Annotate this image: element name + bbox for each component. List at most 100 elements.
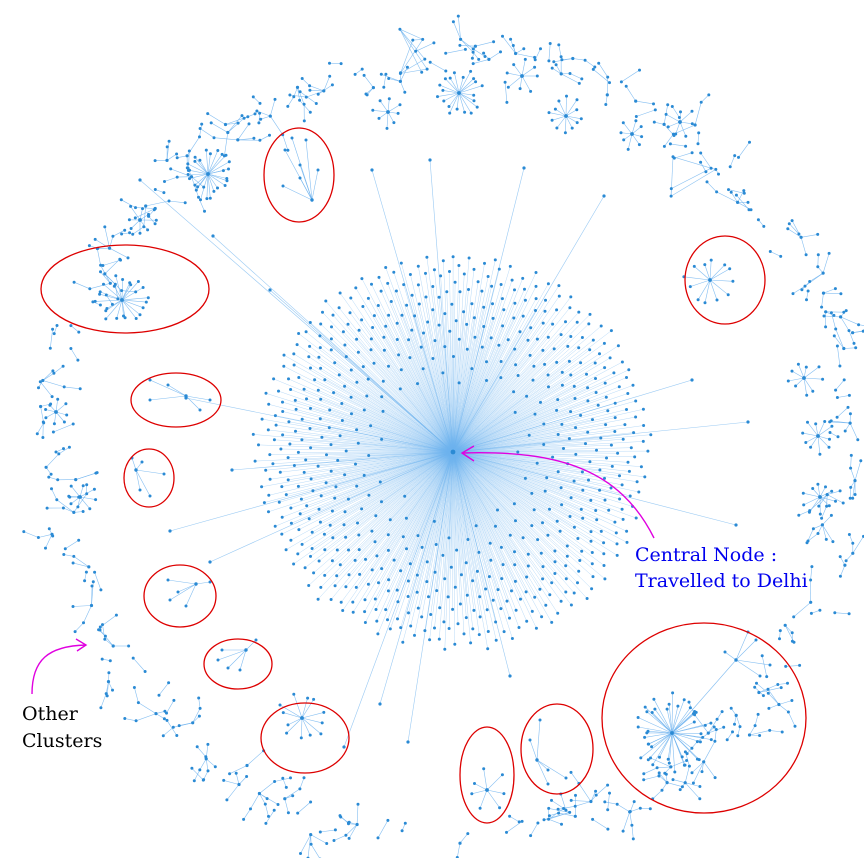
graph-edge bbox=[452, 451, 488, 649]
graph-node bbox=[534, 284, 538, 288]
graph-node bbox=[134, 206, 137, 210]
graph-node bbox=[591, 338, 595, 342]
graph-edge bbox=[135, 469, 165, 475]
graph-edge bbox=[569, 73, 582, 80]
graph-edge bbox=[131, 457, 137, 471]
graph-node bbox=[639, 465, 643, 469]
graph-node bbox=[691, 781, 695, 785]
graph-edge bbox=[167, 579, 197, 585]
graph-edge bbox=[668, 704, 673, 734]
graph-edge bbox=[536, 759, 549, 771]
graph-edge bbox=[452, 451, 615, 523]
graph-node bbox=[329, 598, 333, 601]
graph-node bbox=[512, 390, 516, 394]
graph-node bbox=[491, 302, 494, 306]
graph-edge bbox=[452, 257, 470, 453]
graph-edge bbox=[225, 122, 239, 125]
graph-node bbox=[369, 337, 373, 341]
graph-node bbox=[802, 376, 806, 380]
graph-edge bbox=[73, 562, 89, 568]
graph-node bbox=[333, 828, 337, 832]
graph-node bbox=[363, 598, 367, 602]
graph-edge bbox=[377, 451, 454, 634]
graph-node bbox=[289, 521, 293, 525]
graph-edge bbox=[192, 708, 201, 723]
graph-node bbox=[98, 290, 102, 294]
graph-node bbox=[560, 383, 564, 387]
graph-node bbox=[441, 553, 445, 557]
graph-edge bbox=[91, 585, 93, 606]
graph-node bbox=[532, 508, 536, 512]
graph-edge bbox=[430, 451, 454, 615]
graph-node bbox=[76, 505, 80, 509]
graph-edge bbox=[385, 267, 454, 453]
graph-node bbox=[591, 575, 595, 579]
graph-edge bbox=[452, 303, 516, 453]
graph-node bbox=[790, 631, 794, 635]
graph-node bbox=[343, 343, 347, 347]
graph-node bbox=[529, 326, 533, 330]
other-clusters-label-line2: Clusters bbox=[22, 730, 102, 752]
graph-edge bbox=[301, 712, 324, 719]
graph-edge bbox=[132, 657, 146, 672]
graph-node bbox=[223, 184, 227, 187]
graph-node bbox=[493, 258, 497, 262]
graph-node bbox=[175, 175, 179, 179]
graph-node bbox=[453, 585, 457, 589]
graph-edge bbox=[596, 784, 608, 796]
graph-node bbox=[731, 279, 735, 283]
graph-node bbox=[351, 600, 355, 604]
graph-edge bbox=[256, 110, 271, 117]
graph-node bbox=[494, 524, 497, 528]
graph-edge bbox=[399, 29, 428, 70]
graph-node bbox=[198, 768, 202, 772]
graph-edge bbox=[324, 451, 454, 550]
graph-node bbox=[500, 773, 504, 777]
graph-node bbox=[632, 800, 636, 804]
graph-node bbox=[453, 280, 457, 284]
graph-node bbox=[465, 347, 469, 351]
graph-edge bbox=[309, 346, 454, 453]
graph-node bbox=[577, 346, 581, 350]
graph-node bbox=[643, 475, 647, 479]
graph-edge bbox=[452, 431, 615, 453]
graph-node bbox=[281, 184, 285, 188]
graph-node bbox=[639, 125, 643, 129]
graph-edge bbox=[452, 451, 562, 602]
graph-edge bbox=[288, 378, 454, 453]
graph-node bbox=[245, 775, 249, 778]
graph-edge bbox=[343, 331, 454, 453]
graph-node bbox=[842, 346, 846, 351]
graph-node bbox=[298, 787, 302, 791]
graph-edge bbox=[452, 357, 611, 453]
graph-edge bbox=[270, 451, 454, 480]
graph-edge bbox=[207, 173, 227, 179]
graph-node bbox=[535, 758, 539, 762]
graph-node bbox=[405, 65, 409, 69]
graph-node bbox=[776, 683, 780, 686]
graph-edge bbox=[555, 64, 562, 75]
graph-edge bbox=[452, 451, 461, 605]
graph-edge bbox=[310, 367, 454, 453]
graph-edge bbox=[834, 335, 845, 349]
graph-node bbox=[534, 309, 537, 312]
graph-node bbox=[257, 791, 261, 796]
graph-edge bbox=[802, 432, 819, 437]
graph-node bbox=[123, 228, 127, 232]
graph-edge bbox=[694, 102, 702, 126]
graph-node bbox=[854, 346, 858, 350]
graph-node bbox=[804, 441, 808, 444]
graph-edge bbox=[48, 476, 58, 481]
graph-node bbox=[589, 530, 593, 534]
graph-edge bbox=[103, 283, 123, 301]
graph-node bbox=[242, 817, 246, 821]
graph-node bbox=[72, 280, 76, 284]
graph-edge bbox=[45, 453, 60, 468]
graph-edge bbox=[452, 451, 597, 520]
graph-node bbox=[37, 386, 40, 390]
graph-edge bbox=[454, 72, 460, 94]
graph-node bbox=[761, 694, 765, 698]
graph-node bbox=[700, 770, 704, 774]
graph-node bbox=[608, 356, 612, 360]
graph-edge bbox=[265, 804, 269, 817]
